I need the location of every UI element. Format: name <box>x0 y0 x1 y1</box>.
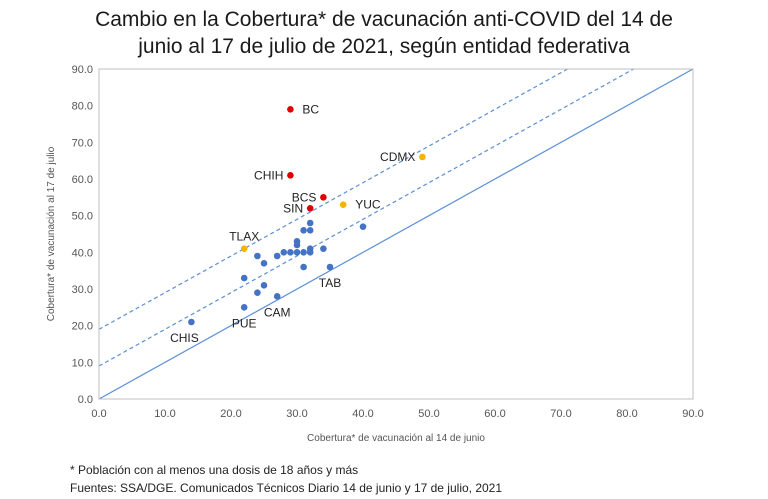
y-tick-label: 70.0 <box>72 137 93 149</box>
data-point <box>254 289 261 296</box>
chart-title: Cambio en la Cobertura* de vacunación an… <box>0 6 768 60</box>
data-point <box>326 263 334 271</box>
source-note: Fuentes: SSA/DGE. Comunicados Técnicos D… <box>70 481 503 495</box>
x-tick-label: 30.0 <box>286 408 307 420</box>
x-tick-label: 90.0 <box>682 408 703 420</box>
point-label: TAB <box>319 276 341 290</box>
data-point <box>306 249 314 256</box>
data-points <box>188 106 426 326</box>
data-point <box>300 227 307 234</box>
point-label: CHIH <box>254 168 283 182</box>
data-point <box>320 194 327 201</box>
data-point <box>339 201 347 208</box>
x-tick-label: 70.0 <box>550 408 571 420</box>
data-point <box>287 106 294 113</box>
y-tick-label: 10.0 <box>72 357 93 369</box>
footnote: * Población con al menos una dosis de 18… <box>70 463 359 477</box>
dashed-reference-line <box>98 68 634 367</box>
y-tick-label: 80.0 <box>72 101 93 113</box>
y-tick-label: 30.0 <box>72 284 93 296</box>
point-label: BCS <box>292 190 317 204</box>
point-label: CAM <box>264 305 291 319</box>
y-tick-label: 60.0 <box>72 174 93 186</box>
tick-labels: 0.0 10.0 20.0 30.0 40.0 50.0 60.0 70.0 80.0 90.0 0… <box>72 64 704 420</box>
x-tick-label: 40.0 <box>352 408 373 420</box>
data-point <box>306 219 314 227</box>
x-tick-label: 10.0 <box>154 408 175 420</box>
y-tick-label: 90.0 <box>72 64 93 76</box>
point-label: PUE <box>232 316 257 330</box>
dashed-reference-line <box>98 68 568 330</box>
data-point <box>293 249 301 256</box>
point-label: TLAX <box>229 230 259 244</box>
data-point <box>300 263 307 271</box>
x-axis-label: Cobertura* de vacunación al 14 de junio <box>307 433 485 444</box>
x-tick-label: 20.0 <box>220 408 241 420</box>
y-tick-label: 0.0 <box>78 394 93 406</box>
data-point <box>240 274 248 282</box>
point-label: SIN <box>283 201 303 215</box>
point-label: CDMX <box>380 150 415 164</box>
data-point <box>188 318 195 326</box>
data-point <box>300 249 307 256</box>
y-tick-label: 20.0 <box>72 321 93 333</box>
x-tick-label: 80.0 <box>616 408 637 420</box>
data-point <box>240 304 248 311</box>
y-axis-label: Cobertura* de vacunación al 17 de julio <box>46 146 57 321</box>
data-point <box>280 249 288 256</box>
identity-reference-line <box>98 68 694 400</box>
x-tick-label: 0.0 <box>91 408 106 420</box>
data-point <box>293 241 301 249</box>
data-point <box>273 252 281 260</box>
data-point <box>260 282 268 289</box>
data-point <box>320 245 327 252</box>
point-label: CHIS <box>170 331 199 345</box>
data-point <box>260 260 268 267</box>
data-point <box>306 205 314 212</box>
data-point <box>287 249 294 256</box>
data-point <box>306 227 314 234</box>
y-tick-label: 40.0 <box>72 247 93 259</box>
data-point <box>273 293 281 300</box>
point-label: YUC <box>355 198 381 212</box>
y-tick-label: 50.0 <box>72 211 93 223</box>
data-point <box>287 172 294 179</box>
x-tick-label: 60.0 <box>484 408 505 420</box>
point-label: BC <box>302 102 319 116</box>
x-tick-label: 50.0 <box>418 408 439 420</box>
reference-lines <box>98 68 694 400</box>
data-point <box>240 245 248 252</box>
chart-title-line-1: Cambio en la Cobertura* de vacunación an… <box>95 8 673 31</box>
data-point <box>254 252 261 260</box>
data-point <box>359 223 367 230</box>
data-point <box>419 153 426 161</box>
plot-frame <box>98 68 694 400</box>
chart-title-line-2: junio al 17 de julio de 2021, según enti… <box>138 35 630 58</box>
